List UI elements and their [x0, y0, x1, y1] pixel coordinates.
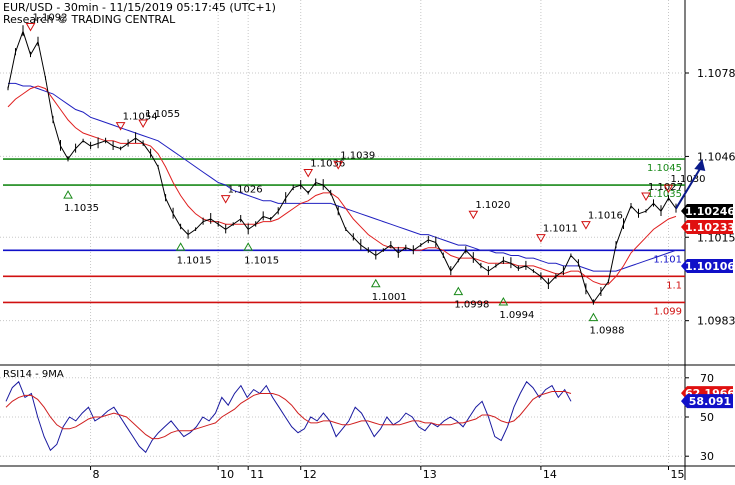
rsi-tag-label: 58.091 [689, 395, 731, 408]
rsi-tag [681, 394, 733, 409]
swing-high-label: 1.1011 [543, 224, 578, 235]
time-tick-label: 12 [303, 468, 317, 480]
swing-low-label: 1.1015 [244, 255, 279, 266]
swing-high-label: 1.1055 [145, 109, 180, 120]
swing-low-label: 1.0998 [454, 300, 489, 311]
rsi-panel-label: RSI14 - 9MA [3, 369, 64, 380]
swing-high-marker [663, 184, 674, 194]
swing-high-label: 1.1092 [33, 13, 68, 24]
swing-high-marker [641, 192, 651, 201]
price-tag-label: 1.10106 [685, 260, 735, 273]
swing-high-label: 1.1039 [340, 151, 375, 162]
moving-average-fast [7, 85, 677, 285]
swing-high-marker [138, 119, 148, 128]
swing-low-marker [243, 242, 254, 251]
swing-high-marker [333, 161, 344, 170]
swing-high-label: 1.1036 [310, 159, 345, 170]
swing-high-label: 1.1016 [588, 211, 623, 222]
level-label: 1.099 [653, 306, 682, 317]
swing-high-label: 1.1030 [670, 174, 705, 185]
price-axis-label: 1.0983 [697, 315, 735, 328]
swing-high-marker [25, 23, 36, 32]
rsi-ma-line [5, 391, 572, 440]
swing-low-marker [498, 296, 509, 306]
forecast-arrow-head [694, 159, 706, 172]
time-tick-label: 8 [93, 468, 100, 480]
price-axis-label: 1.1078 [697, 67, 735, 80]
price-axis-label: 1.1015 [697, 231, 735, 244]
price-tag-label: 1.10233 [685, 221, 735, 234]
price-tag [681, 204, 733, 218]
time-tick-label: 15 [670, 468, 684, 480]
swing-high-marker [468, 210, 479, 220]
level-label: 1.1045 [647, 163, 682, 174]
swing-low-marker [175, 242, 186, 251]
swing-high-marker [536, 234, 546, 243]
price-tag-label: 1.10246 [685, 205, 735, 218]
swing-low-marker [63, 190, 73, 199]
time-tick-label: 11 [250, 468, 264, 480]
level-label: 1.1035 [647, 189, 682, 200]
swing-high-label: 1.1054 [123, 112, 158, 123]
swing-low-marker [453, 286, 464, 296]
time-tick-label: 10 [220, 468, 234, 480]
level-label: 1.101 [653, 254, 682, 265]
swing-low-marker [370, 278, 381, 288]
price-tag [681, 220, 733, 234]
forecast-arrow-shaft [675, 164, 704, 210]
price-series-line [7, 25, 677, 305]
swing-low-label: 1.0988 [589, 326, 624, 337]
rsi-axis-label: 50 [700, 411, 714, 424]
swing-high-marker [220, 195, 231, 204]
swing-low-marker [588, 312, 599, 322]
time-tick-label: 14 [543, 468, 557, 480]
swing-low-label: 1.0994 [499, 310, 534, 321]
swing-low-label: 1.1015 [177, 255, 212, 266]
price-tag [681, 259, 733, 273]
moving-average-slow [8, 82, 677, 272]
level-label: 1.1 [666, 280, 682, 291]
swing-high-marker [581, 221, 591, 230]
time-tick-label: 13 [423, 468, 437, 480]
chart-title: EUR/USD - 30min - 11/15/2019 05:17:45 (U… [3, 1, 276, 14]
rsi-axis-label: 70 [700, 372, 714, 385]
price-axis-label: 1.1046 [697, 150, 735, 163]
rsi-axis-label: 30 [700, 450, 714, 463]
swing-low-label: 1.1035 [64, 203, 99, 214]
swing-high-label: 1.1020 [475, 200, 510, 211]
swing-high-marker [303, 169, 314, 178]
chart-subtitle: Research © TRADING CENTRAL [3, 13, 176, 26]
swing-low-label: 1.1001 [372, 292, 407, 303]
rsi-line [5, 380, 572, 454]
swing-high-label: 1.1026 [228, 185, 263, 196]
swing-high-marker [115, 122, 126, 131]
